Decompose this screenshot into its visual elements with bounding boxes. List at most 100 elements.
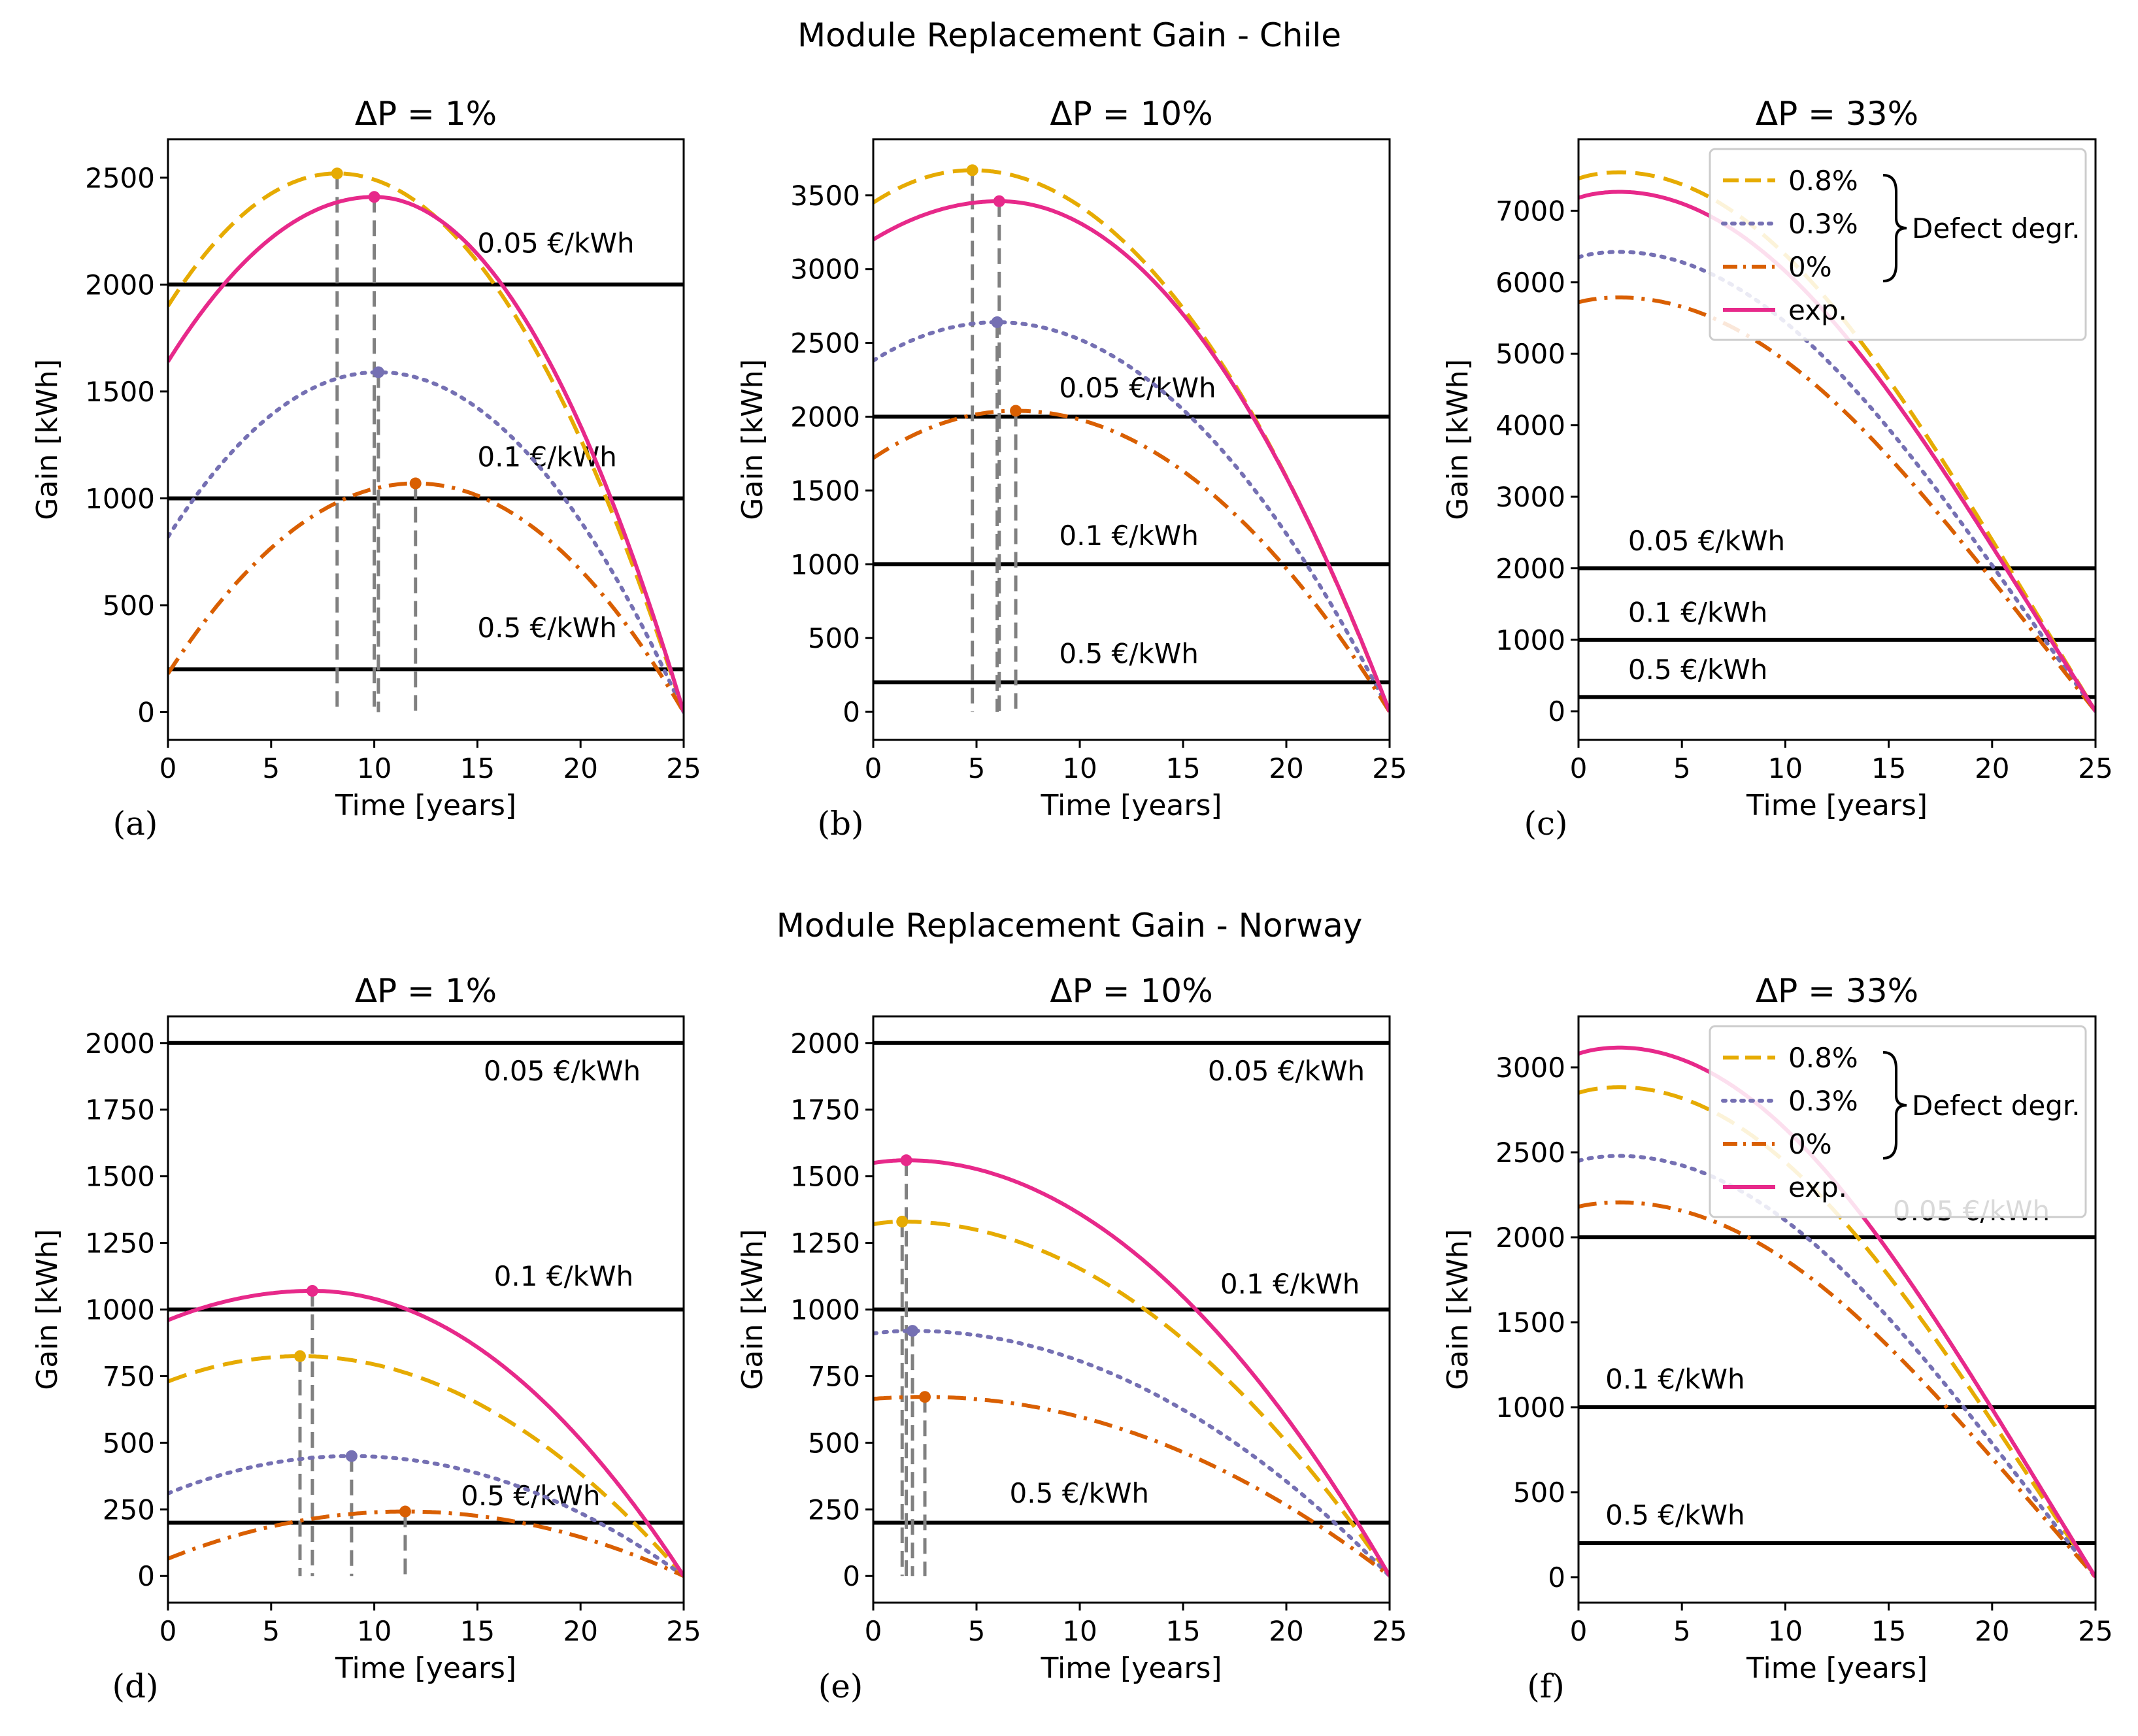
threshold-label: 0.5 €/kWh <box>1010 1477 1150 1509</box>
y-tick-label: 3000 <box>790 254 860 286</box>
legend-label: 0.8% <box>1788 165 1858 197</box>
y-tick-label: 250 <box>103 1494 155 1526</box>
y-tick-label: 4000 <box>1495 410 1565 442</box>
chart-panel-4: ΔP = 1% 0.05 €/kWh 0.1 €/kWh 0.5 €/kWh 0 5 10 1… <box>31 972 701 1705</box>
y-tick-label: 0 <box>1548 695 1565 727</box>
y-tick-label: 7000 <box>1495 195 1565 227</box>
y-tick-label: 1000 <box>85 1294 155 1326</box>
legend-label: 0.3% <box>1788 208 1858 240</box>
threshold-label: 0.05 €/kWh <box>1059 372 1216 404</box>
optimum-point <box>399 1505 411 1518</box>
optimum-point <box>372 366 384 378</box>
y-tick-label: 0 <box>843 696 860 728</box>
series-line-deg_0 <box>168 481 684 714</box>
y-tick-label: 3000 <box>1495 1052 1565 1084</box>
y-tick-label: 5000 <box>1495 338 1565 370</box>
y-tick-label: 1250 <box>790 1227 860 1260</box>
series-line-exp <box>873 199 1390 713</box>
y-tick-label: 500 <box>103 590 155 622</box>
x-tick-label: 10 <box>1062 1615 1097 1647</box>
panel-title: ΔP = 1% <box>355 95 497 133</box>
panel-tag: (d) <box>112 1667 158 1705</box>
panel-tag: (b) <box>817 805 863 843</box>
norway-row-title: Module Replacement Gain - Norway <box>777 907 1363 944</box>
y-tick-label: 500 <box>103 1427 155 1459</box>
series-line-deg_0_3 <box>168 1454 684 1578</box>
threshold-label: 0.1 €/kWh <box>1628 596 1768 628</box>
axes-frame <box>872 138 1391 741</box>
series-line-deg_0_3 <box>1578 1154 2096 1579</box>
threshold-label: 0.05 €/kWh <box>477 227 634 259</box>
series-line-deg_0_3 <box>873 1329 1390 1578</box>
x-tick-label: 10 <box>1062 752 1097 784</box>
x-tick-label: 25 <box>2078 1615 2113 1647</box>
x-tick-label: 15 <box>1871 752 1906 784</box>
x-tick-label: 20 <box>1975 752 2009 784</box>
x-tick-label: 0 <box>865 752 882 784</box>
series-line-deg_0 <box>168 1509 684 1578</box>
legend-group-label: Defect degr. <box>1912 212 2080 244</box>
x-tick-label: 5 <box>262 752 280 784</box>
y-axis-label: Gain [kWh] <box>31 359 64 520</box>
series-line-deg_0_8 <box>873 168 1390 713</box>
y-tick-label: 2500 <box>1495 1137 1565 1169</box>
y-tick-label: 500 <box>808 1427 860 1459</box>
threshold-label: 0.5 €/kWh <box>461 1480 601 1512</box>
x-tick-label: 15 <box>1165 752 1200 784</box>
chart-panel-2: ΔP = 10% 0.05 €/kWh 0.1 €/kWh 0.5 €/kWh 0 5 10… <box>736 95 1407 843</box>
legend-label: exp. <box>1788 1171 1847 1203</box>
panel-tag: (e) <box>818 1667 863 1705</box>
y-tick-label: 1500 <box>85 376 155 408</box>
y-tick-label: 1500 <box>1495 1307 1565 1339</box>
series-line-deg_0 <box>1578 295 2096 713</box>
x-tick-label: 25 <box>666 1615 701 1647</box>
y-tick-label: 1500 <box>790 475 860 507</box>
y-tick-label: 750 <box>103 1360 155 1392</box>
threshold-label: 0.5 €/kWh <box>1059 638 1199 670</box>
legend-label: 0% <box>1788 251 1832 283</box>
optimum-point <box>331 167 343 180</box>
x-tick-label: 5 <box>262 1615 280 1647</box>
optimum-point <box>900 1154 912 1167</box>
legend-frame <box>1709 148 2087 341</box>
x-tick-label: 5 <box>1673 1615 1691 1647</box>
axes-frame <box>1577 138 2097 741</box>
y-tick-label: 500 <box>1513 1477 1565 1509</box>
x-tick-label: 25 <box>2078 752 2113 784</box>
axes-frame <box>1577 1015 2097 1604</box>
legend-frame <box>1709 1025 2087 1218</box>
series-line-deg_0_8 <box>168 171 684 713</box>
y-tick-label: 3500 <box>790 180 860 212</box>
y-tick-label: 750 <box>808 1360 860 1392</box>
optimum-point <box>993 195 1005 207</box>
y-tick-label: 6000 <box>1495 267 1565 299</box>
threshold-label: 0.1 €/kWh <box>1220 1268 1360 1300</box>
series-line-deg_0_8 <box>1578 170 2096 712</box>
panel-tag: (f) <box>1527 1667 1565 1705</box>
series-line-deg_0_3 <box>873 320 1390 714</box>
x-tick-label: 10 <box>1768 752 1803 784</box>
optimum-point <box>368 191 380 203</box>
axes-frame <box>167 138 685 741</box>
x-tick-label: 25 <box>1372 1615 1407 1647</box>
threshold-label: 0.05 €/kWh <box>1208 1055 1365 1087</box>
legend: 0.8% 0.3% 0% exp. Defect degr. <box>1709 1025 2087 1218</box>
y-tick-label: 250 <box>808 1494 860 1526</box>
series-line-deg_0 <box>873 1395 1390 1578</box>
y-tick-label: 1750 <box>790 1094 860 1126</box>
x-axis-label: Time [years] <box>1746 1652 1928 1685</box>
chile-row-title: Module Replacement Gain - Chile <box>797 16 1341 54</box>
y-tick-label: 1000 <box>85 482 155 514</box>
x-tick-label: 0 <box>159 752 177 784</box>
legend-label: 0% <box>1788 1128 1832 1160</box>
optimum-point <box>966 164 978 176</box>
x-tick-label: 20 <box>563 1615 597 1647</box>
y-axis-label: Gain [kWh] <box>736 359 769 520</box>
optimum-point <box>345 1450 358 1462</box>
chart-panel-5: ΔP = 10% 0.05 €/kWh 0.1 €/kWh 0.5 €/kWh 0 5 10… <box>736 972 1407 1705</box>
threshold-label: 0.5 €/kWh <box>477 612 617 644</box>
optimum-point <box>1010 405 1022 417</box>
panel-tag: (c) <box>1524 805 1567 843</box>
legend-brace <box>1882 1051 1907 1160</box>
y-tick-label: 2000 <box>790 401 860 433</box>
